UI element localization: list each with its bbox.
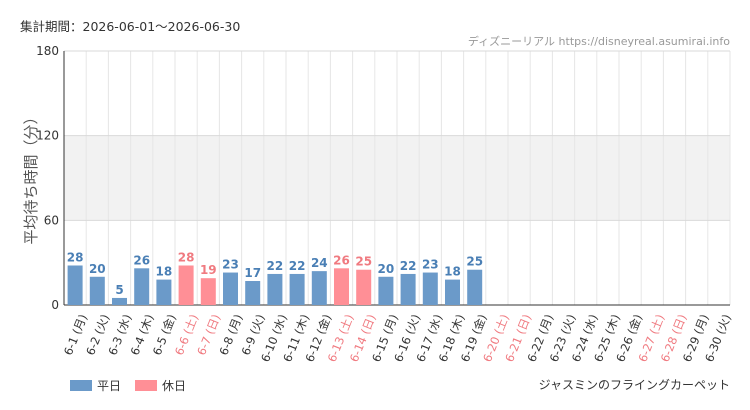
bar (200, 278, 216, 305)
attraction-name: ジャスミンのフライングカーペット (539, 378, 730, 392)
bar (267, 273, 283, 305)
value-label: 26 (133, 253, 150, 267)
value-label: 5 (115, 283, 123, 297)
y-tick-labels: 0 60 120 180 (36, 44, 59, 312)
legend: 平日 休日 (70, 379, 186, 393)
value-label: 26 (333, 253, 350, 267)
legend-holiday-swatch (135, 380, 157, 391)
value-label: 17 (244, 266, 261, 280)
grid-lines (63, 50, 731, 305)
bar (334, 268, 349, 305)
value-label: 20 (89, 262, 106, 276)
bar (467, 269, 483, 305)
axes (63, 51, 730, 306)
value-label: 22 (400, 259, 417, 273)
bar (156, 279, 172, 305)
y-tick-label: 60 (44, 213, 59, 227)
site-credit: ディズニーリアル https://disneyreal.asumirai.inf… (468, 34, 730, 48)
value-label: 25 (466, 255, 483, 269)
value-label: 24 (311, 256, 328, 270)
bar (311, 271, 327, 305)
x-tick-labels: 6-1 (月)6-2 (火)6-3 (水)6-4 (木)6-5 (金)6-6 (… (61, 312, 734, 364)
legend-holiday-label: 休日 (162, 379, 186, 393)
bar (356, 269, 372, 305)
bar (223, 272, 238, 305)
value-label: 18 (444, 265, 461, 279)
value-labels: 28 20 5 26 18 28 19 23 17 22 22 24 26 25 20 22 23 18 25 (67, 250, 483, 296)
bar (400, 273, 416, 305)
bars (67, 265, 483, 305)
bar (245, 281, 261, 305)
value-label: 23 (422, 258, 439, 272)
value-label: 28 (178, 250, 195, 264)
y-tick-label: 0 (51, 298, 59, 312)
value-label: 22 (267, 259, 284, 273)
bar (445, 279, 460, 305)
value-label: 25 (355, 255, 372, 269)
y-tick-label: 180 (36, 44, 59, 58)
bar (89, 276, 105, 305)
bar (178, 265, 194, 305)
bar (67, 265, 83, 305)
value-label: 18 (156, 265, 173, 279)
period-label: 集計期間：2026-06-01～2026-06-30 (20, 19, 240, 34)
value-label: 28 (67, 250, 84, 264)
bar (378, 276, 394, 305)
bar (134, 268, 150, 305)
value-label: 22 (289, 259, 306, 273)
legend-weekday-swatch (70, 380, 92, 391)
legend-weekday-label: 平日 (97, 379, 121, 393)
y-axis-label: 平均待ち時間（分） (22, 109, 40, 244)
y-tick-label: 120 (36, 129, 59, 143)
bar (422, 272, 438, 305)
value-label: 20 (378, 262, 395, 276)
value-label: 19 (200, 263, 217, 277)
value-label: 23 (222, 258, 239, 272)
bar (289, 273, 305, 305)
bar (112, 297, 127, 305)
